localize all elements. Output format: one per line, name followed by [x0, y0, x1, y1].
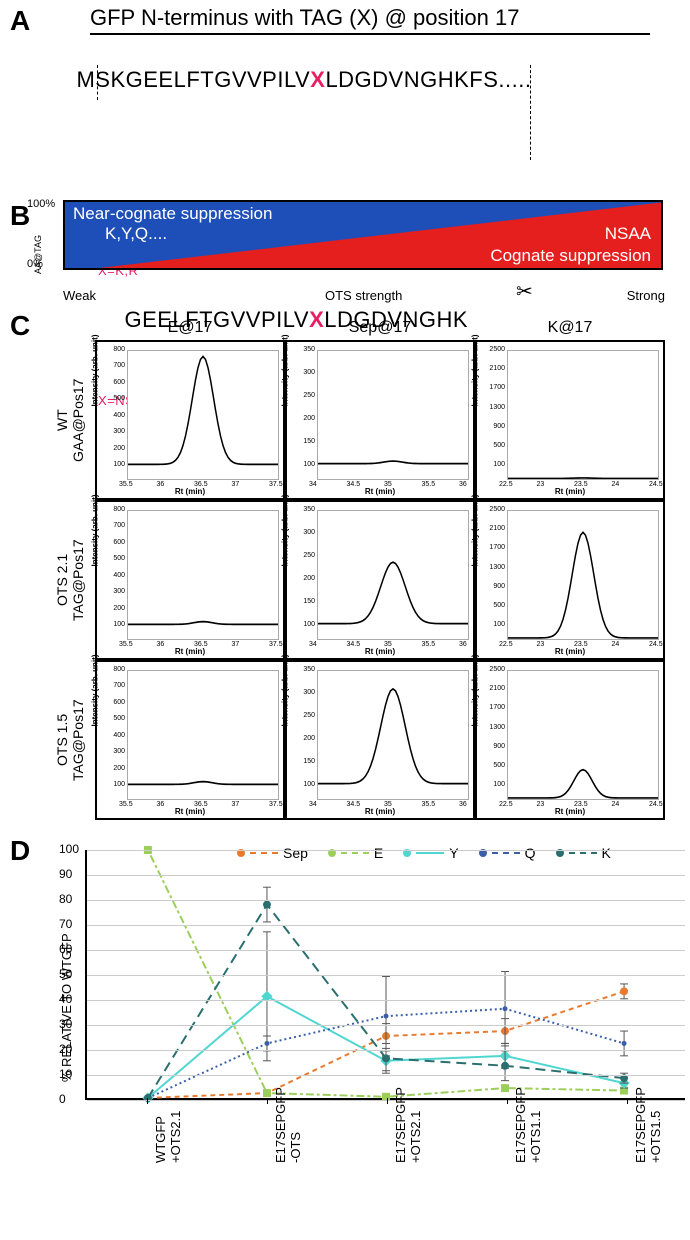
ots-strength-diagram: Near-cognate suppression K,Y,Q.... NSAA … [63, 200, 663, 270]
seq1-pre: MSK [76, 67, 125, 92]
d-chart-area: SepEYQK 0102030405060708090100WTGFP+OTS2… [85, 850, 685, 1100]
c-chart-1-1: Intensity (arb. unit)Rt (min)3434.53535.… [285, 500, 475, 660]
d-ytick: 70 [59, 917, 72, 931]
b-xmid: OTS strength [325, 288, 402, 303]
b-xleft: Weak [63, 288, 96, 303]
c-row-header-0: WTGAA@Pos17 [45, 340, 95, 500]
seq1-post: LDGDVNGHK [325, 67, 469, 92]
c-row-header-2: OTS 1.5TAG@Pos17 [45, 660, 95, 820]
c-chart-2-1: Intensity (arb. unit)Rt (min)3434.53535.… [285, 660, 475, 820]
b-xright: Strong [627, 288, 665, 303]
d-ytick: 10 [59, 1067, 72, 1081]
panel-b: 100% 0% AA@TAG Near-cognate suppression … [45, 200, 665, 285]
panel-c: E@17Sep@17K@17WTGAA@Pos17Intensity (arb.… [45, 315, 665, 820]
b-ytop: 100% [27, 198, 55, 210]
d-ytick: 20 [59, 1042, 72, 1056]
c-chart-0-2: Intensity (arb. unit)Rt (min)22.52323.52… [475, 340, 665, 500]
d-ytick: 90 [59, 867, 72, 881]
seq1-mid: GEELFTGVVPILV [126, 67, 311, 92]
seq1-x: X [310, 67, 325, 92]
d-ytick: 60 [59, 942, 72, 956]
b-ymid: AA@TAG [33, 235, 43, 274]
dash-1 [97, 65, 98, 100]
c-col-header-0: E@17 [95, 315, 285, 340]
d-ytick: 100 [59, 842, 79, 856]
d-xtick-1: E17SEPGFP-OTS [273, 1087, 303, 1163]
d-xtick-2: E17SEPGFP+OTS2.1 [393, 1087, 423, 1163]
seq-line-1: MSKGEELFTGVVPILVXLDGDVNGHKFS..... [50, 41, 660, 171]
d-xtick-3: E17SEPGFP+OTS1.1 [513, 1087, 543, 1163]
d-ytick: 50 [59, 967, 72, 981]
d-xtick-0: WTGFP+OTS2.1 [153, 1111, 183, 1163]
blue-top-text: Near-cognate suppression [73, 204, 272, 224]
dash-2 [530, 65, 531, 160]
blue-bot-text: K,Y,Q.... [105, 224, 167, 244]
d-ytick: 30 [59, 1017, 72, 1031]
panel-d: % RELATIVE TO WTGFP SepEYQK 010203040506… [45, 840, 665, 1220]
panel-a-title: GFP N-terminus with TAG (X) @ position 1… [90, 5, 650, 35]
c-chart-1-0: Intensity (arb. unit)Rt (min)35.53636.53… [95, 500, 285, 660]
c-chart-2-2: Intensity (arb. unit)Rt (min)22.52323.52… [475, 660, 665, 820]
panel-c-label: C [10, 310, 30, 342]
red-bot-text: Cognate suppression [490, 246, 651, 266]
c-chart-0-1: Intensity (arb. unit)Rt (min)3434.53535.… [285, 340, 475, 500]
d-ytick: 80 [59, 892, 72, 906]
panel-a-label: A [10, 5, 30, 37]
c-row-header-1: OTS 2.1TAG@Pos17 [45, 500, 95, 660]
d-ytick: 0 [59, 1092, 66, 1106]
d-xtick-4: E17SEPGFP+OTS1.5 [633, 1087, 663, 1163]
c-chart-1-2: Intensity (arb. unit)Rt (min)22.52323.52… [475, 500, 665, 660]
seq1-tail: FS..... [469, 67, 531, 92]
c-chart-2-0: Intensity (arb. unit)Rt (min)35.53636.53… [95, 660, 285, 820]
c-chart-0-0: Intensity (arb. unit)Rt (min)35.53636.53… [95, 340, 285, 500]
d-ytick: 40 [59, 992, 72, 1006]
red-top-text: NSAA [605, 224, 651, 244]
panel-d-label: D [10, 835, 30, 867]
c-col-header-1: Sep@17 [285, 315, 475, 340]
c-col-header-2: K@17 [475, 315, 665, 340]
